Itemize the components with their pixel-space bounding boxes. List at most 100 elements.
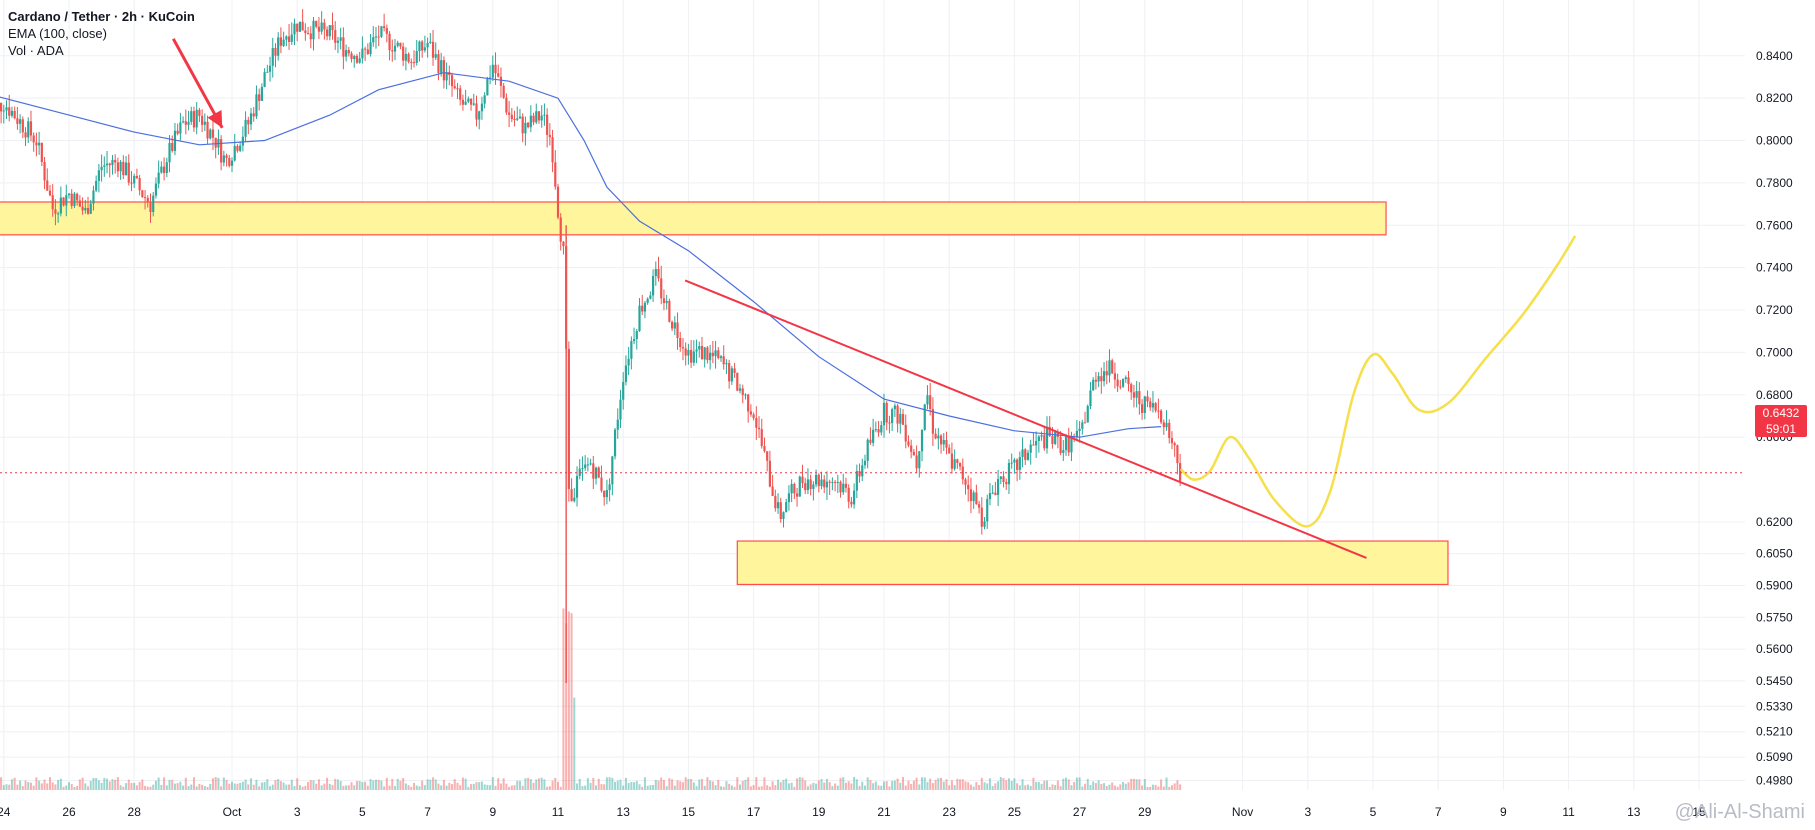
volume-bar — [222, 777, 225, 790]
volume-bar — [586, 778, 589, 790]
candle-body — [671, 321, 674, 329]
candle-body — [13, 110, 16, 119]
candle-body — [877, 429, 880, 433]
volume-bar — [497, 778, 500, 790]
volume-bar — [407, 785, 410, 790]
volume-bar — [714, 785, 717, 790]
candle-body — [459, 88, 462, 100]
volume-bar — [529, 779, 532, 790]
volume-bar — [1054, 785, 1057, 790]
candle-body — [1062, 450, 1065, 453]
candle-body — [790, 484, 793, 494]
volume-bar — [1086, 778, 1089, 790]
candle-body — [828, 481, 831, 483]
candle-body — [535, 111, 538, 123]
volume-bar — [744, 779, 747, 790]
candle-body — [853, 490, 856, 505]
y-tick-label: 0.7600 — [1756, 218, 1793, 232]
volume-bar — [749, 786, 752, 790]
volume-bar — [999, 777, 1002, 790]
candle-body — [127, 162, 130, 183]
candle-body — [611, 456, 614, 485]
candle-body — [73, 193, 76, 206]
candle-body — [1108, 360, 1111, 376]
candle-body — [40, 142, 43, 162]
volume-bar — [355, 781, 358, 790]
candle-body — [391, 50, 394, 52]
volume-bar — [1173, 783, 1176, 790]
volume-bar — [760, 786, 763, 790]
candle-body — [1064, 435, 1068, 451]
candle-body — [1081, 422, 1084, 429]
volume-bar — [1018, 785, 1021, 790]
candle-body — [266, 71, 269, 73]
candle-body — [776, 502, 780, 509]
volume-indicator-label[interactable]: Vol · ADA — [8, 43, 64, 58]
volume-bar — [605, 777, 608, 790]
volume-bar — [1160, 779, 1163, 790]
volume-bar — [961, 779, 964, 790]
volume-bar — [1067, 779, 1070, 790]
candle-body — [124, 162, 128, 176]
volume-bar — [896, 778, 899, 790]
candle-body — [230, 160, 234, 166]
volume-bar — [1097, 780, 1100, 790]
volume-bar — [866, 777, 869, 790]
volume-bar — [388, 785, 391, 790]
volume-bar — [108, 781, 111, 790]
candle-body — [255, 94, 258, 117]
volume-bar — [432, 777, 435, 790]
candle-body — [1124, 377, 1127, 380]
volume-bar — [1170, 785, 1173, 790]
volume-bar — [649, 785, 652, 790]
candle-body — [638, 305, 641, 332]
candle-body — [393, 45, 397, 52]
candle-body — [24, 132, 27, 138]
symbol-title[interactable]: Cardano / Tether · 2h · KuCoin — [8, 9, 195, 24]
candle-body — [184, 121, 187, 125]
volume-bar — [35, 777, 38, 790]
candle-body — [839, 481, 842, 493]
volume-bar — [201, 784, 204, 790]
volume-bar — [328, 783, 331, 790]
candle-body — [263, 72, 266, 87]
volume-bar — [983, 782, 986, 790]
candle-body — [342, 37, 345, 57]
ema-indicator-label[interactable]: EMA (100, close) — [8, 26, 107, 41]
candle-body — [5, 107, 8, 111]
candle-body — [461, 99, 465, 105]
candle-body — [1040, 435, 1043, 437]
candle-body — [258, 94, 261, 101]
volume-bar — [937, 778, 940, 790]
candle-body — [991, 492, 994, 494]
candle-body — [823, 479, 826, 488]
volume-bar — [157, 777, 160, 790]
candle-body — [347, 50, 350, 54]
volume-bar — [228, 783, 231, 790]
volume-bar — [1037, 781, 1040, 790]
candle-body — [814, 474, 818, 485]
volume-bar — [562, 608, 565, 790]
volume-bar — [665, 786, 668, 790]
candle-body — [1059, 436, 1062, 453]
volume-bar — [790, 782, 793, 790]
candle-body — [654, 269, 657, 277]
candle-body — [874, 429, 877, 431]
candle-body — [277, 37, 280, 56]
candle-body — [728, 363, 731, 382]
volume-bar — [964, 781, 967, 790]
price-zone — [0, 201, 1387, 236]
volume-bar — [597, 778, 600, 790]
candle-body — [179, 122, 182, 134]
volume-bar — [1010, 781, 1013, 790]
volume-bar — [573, 697, 576, 790]
y-tick-label: 0.8400 — [1756, 49, 1793, 63]
volume-bar — [969, 784, 972, 790]
candle-body — [676, 322, 679, 339]
candle-body — [279, 37, 282, 46]
volume-bar — [116, 777, 119, 790]
volume-bar — [2, 785, 5, 790]
volume-bar — [231, 781, 233, 790]
candle-body — [51, 195, 54, 210]
